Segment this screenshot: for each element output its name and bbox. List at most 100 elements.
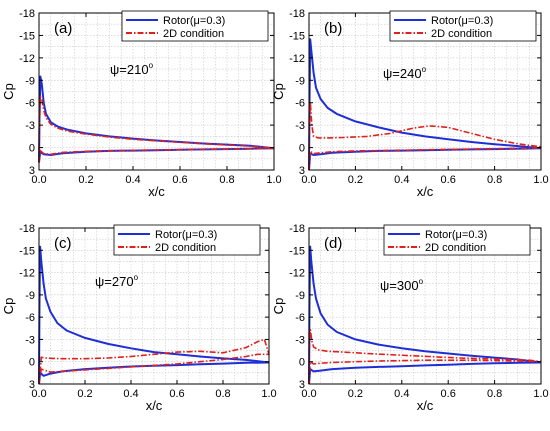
x-axis-label: x/c [148, 184, 165, 199]
y-tick-label: -6 [295, 98, 305, 110]
azimuth-annotation: ψ=270o [95, 273, 139, 289]
x-tick-label: 0.0 [31, 174, 46, 186]
2d-lower-curve [308, 359, 542, 385]
x-tick-label: 0.8 [487, 388, 502, 400]
psi-symbol: ψ [110, 62, 119, 77]
legend-label-2d: 2D condition [425, 242, 486, 254]
x-tick-label: 0.2 [77, 388, 92, 400]
x-tick-label: 0.4 [394, 388, 409, 400]
y-axis-label: Cp [1, 83, 16, 100]
legend-box [121, 10, 269, 42]
y-tick-label: -3 [295, 120, 305, 132]
legend-label-rotor: Rotor(μ=0.3) [155, 229, 217, 241]
y-tick-label: -9 [295, 290, 305, 302]
rotor-upper-curve [308, 245, 542, 385]
y-tick-label: -18 [19, 223, 35, 235]
y-tick-label: -12 [19, 268, 35, 280]
degree-superscript: o [419, 277, 424, 286]
azimuth-annotation: ψ=300o [380, 277, 424, 293]
x-tick-label: 1.0 [533, 174, 548, 186]
2d-upper-curve [308, 328, 542, 385]
x-tick-label: 0.0 [301, 174, 316, 186]
azimuth-value: =240 [392, 66, 421, 81]
y-tick-label: -6 [25, 312, 35, 324]
azimuth-value: =300 [389, 278, 418, 293]
x-tick-label: 1.0 [533, 388, 548, 400]
x-tick-label: 0.2 [78, 174, 93, 186]
y-tick-label: 3 [299, 165, 305, 177]
legend: Rotor(μ=0.3)2D condition [383, 224, 531, 256]
psi-symbol: ψ [383, 66, 392, 81]
y-tick-label: -9 [25, 290, 35, 302]
azimuth-annotation: ψ=210o [110, 61, 154, 77]
y-tick-label: -15 [289, 245, 305, 257]
y-tick-label: -6 [25, 98, 35, 110]
rotor-lower-curve [308, 361, 542, 385]
2d-lower-curve [38, 147, 275, 163]
x-tick-label: 0.6 [441, 388, 456, 400]
x-axis-label: x/c [417, 398, 434, 413]
chart-panel-1: 0.0 0.2 0.4 0.6 0.8 1.0 -18 -15 -12 -9 -6 -3 0 3 x/c Cp… [1, 8, 282, 199]
legend-box [383, 224, 531, 256]
x-tick-label: 1.0 [261, 388, 276, 400]
legend-label-2d: 2D condition [431, 28, 492, 40]
legend-label-2d: 2D condition [155, 242, 216, 254]
legend-label-2d: 2D condition [163, 28, 224, 40]
y-tick-label: -15 [19, 30, 35, 42]
panel-label: (a) [54, 20, 72, 37]
x-tick-label: 1.0 [266, 174, 281, 186]
rotor-upper-curve [38, 245, 270, 385]
y-tick-label: -12 [289, 53, 305, 65]
chart-panel-3: 0.0 0.2 0.4 0.6 0.8 1.0 -18 -15 -12 -9 -6 -3 0 3 x/c Cp… [1, 223, 277, 413]
legend: Rotor(μ=0.3)2D condition [389, 10, 537, 42]
legend-box [389, 10, 537, 42]
x-tick-label: 0.6 [172, 174, 187, 186]
y-tick-label: -9 [295, 75, 305, 87]
y-tick-label: 0 [299, 143, 305, 155]
y-tick-label: -18 [19, 8, 35, 20]
x-axis-label: x/c [146, 398, 163, 413]
y-axis-label: Cp [1, 298, 16, 315]
y-tick-label: -3 [295, 334, 305, 346]
y-tick-label: -3 [25, 120, 35, 132]
x-tick-label: 0.8 [487, 174, 502, 186]
degree-superscript: o [149, 61, 154, 70]
legend-box [113, 224, 261, 256]
y-tick-label: -15 [19, 245, 35, 257]
x-tick-label: 0.8 [215, 388, 230, 400]
y-tick-label: -15 [289, 30, 305, 42]
x-tick-label: 0.6 [169, 388, 184, 400]
x-tick-label: 0.2 [348, 388, 363, 400]
y-tick-label: -12 [289, 268, 305, 280]
azimuth-value: =270 [104, 274, 133, 289]
x-tick-label: 0.4 [125, 174, 140, 186]
panel-label: (b) [324, 20, 342, 37]
y-tick-label: 0 [29, 357, 35, 369]
x-tick-label: 0.0 [301, 388, 316, 400]
x-axis-label: x/c [417, 184, 434, 199]
x-tick-label: 0.2 [348, 174, 363, 186]
azimuth-value: =210 [119, 62, 148, 77]
psi-symbol: ψ [380, 278, 389, 293]
degree-superscript: o [422, 65, 427, 74]
2d-lower-curve [38, 353, 269, 385]
x-tick-label: 0.4 [394, 174, 409, 186]
y-tick-label: -18 [289, 8, 305, 20]
x-tick-label: 0.6 [441, 174, 456, 186]
panel-label: (d) [324, 235, 342, 252]
legend-label-rotor: Rotor(μ=0.3) [431, 15, 493, 27]
degree-superscript: o [134, 273, 139, 282]
chart-panel-4: 0.0 0.2 0.4 0.6 0.8 1.0 -18 -15 -12 -9 -6 -3 0 3 x/c Cp… [271, 223, 549, 413]
legend: Rotor(μ=0.3)2D condition [113, 224, 261, 256]
x-tick-label: 0.4 [123, 388, 138, 400]
legend: Rotor(μ=0.3)2D condition [121, 10, 269, 42]
x-tick-label: 0.0 [31, 388, 46, 400]
x-tick-label: 0.8 [219, 174, 234, 186]
2d-upper-curve [308, 101, 542, 171]
y-tick-label: -9 [25, 75, 35, 87]
psi-symbol: ψ [95, 274, 104, 289]
y-tick-label: 0 [29, 143, 35, 155]
2d-upper-curve [38, 95, 275, 163]
y-tick-label: -6 [295, 312, 305, 324]
